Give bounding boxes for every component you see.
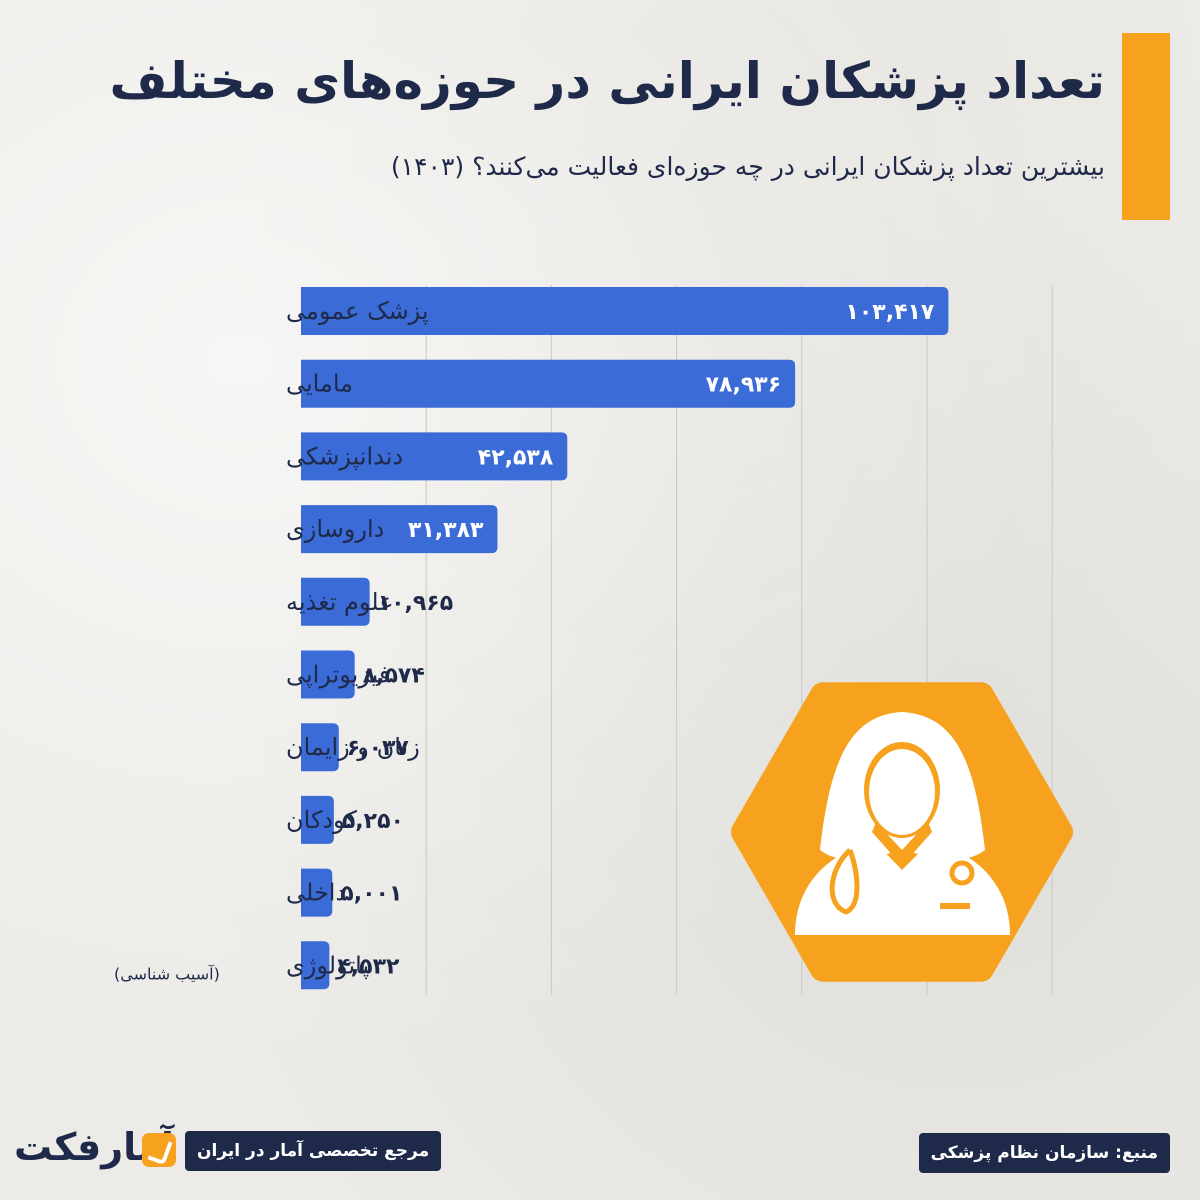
source-badge: منبع: سازمان نظام پزشکی	[918, 1133, 1170, 1173]
brand-logo-icon	[142, 1133, 176, 1167]
bar	[301, 287, 949, 335]
bar	[301, 723, 339, 772]
category-label: پاتولوژی	[286, 951, 369, 979]
bar	[301, 650, 355, 699]
value-label: ۴,۵۳۲	[337, 954, 400, 979]
category-label: دندانپزشکی	[286, 442, 403, 470]
value-label: ۵,۲۵۰	[342, 809, 404, 834]
category-label: فیزیوتراپی	[286, 661, 390, 689]
value-label: ۸,۵۷۴	[363, 664, 425, 689]
value-label: ۳۱,۳۸۳	[408, 518, 484, 543]
female-doctor-icon	[731, 682, 1073, 982]
bar	[301, 359, 796, 408]
bar	[301, 505, 498, 554]
face-inner	[869, 749, 935, 835]
brand-tagline-badge: مرجع تخصصی آمار در ایران	[185, 1131, 442, 1171]
bar	[301, 577, 370, 626]
category-label: داروسازی	[286, 515, 384, 543]
brand-logo: آمارفکت	[14, 1125, 179, 1177]
pocket-line	[940, 903, 970, 909]
collar-shape	[872, 822, 932, 866]
page-subtitle: بیشترین تعداد پزشکان ایرانی در چه حوزه‌ا…	[390, 152, 1105, 181]
value-label: ۶,۰۳۷	[347, 736, 410, 761]
category-note: (آسیب شناسی)	[114, 964, 220, 983]
stethoscope-chestpiece	[949, 860, 975, 886]
bar	[301, 432, 568, 481]
value-label: ۴۲,۵۳۸	[478, 445, 554, 470]
bar	[301, 941, 330, 990]
bar	[301, 795, 334, 844]
category-label: داخلی	[286, 879, 346, 907]
value-label: ۵,۰۰۱	[340, 882, 402, 907]
page-title: تعداد پزشکان ایرانی در حوزه‌های مختلف	[109, 52, 1105, 110]
value-label: ۱۰,۹۶۵	[378, 591, 454, 616]
stethoscope-tube	[829, 848, 860, 915]
category-label: علوم تغذیه	[286, 588, 394, 616]
accent-bar	[1122, 33, 1170, 220]
category-label: زنان و زایمان	[286, 733, 420, 761]
category-label: کودکان	[286, 806, 357, 834]
category-label: مامایی	[286, 370, 353, 398]
category-label: پزشک عمومی	[286, 297, 429, 325]
value-label: ۷۸,۹۳۶	[706, 373, 782, 398]
value-label: ۱۰۳,۴۱۷	[845, 300, 934, 325]
bar	[301, 868, 333, 917]
